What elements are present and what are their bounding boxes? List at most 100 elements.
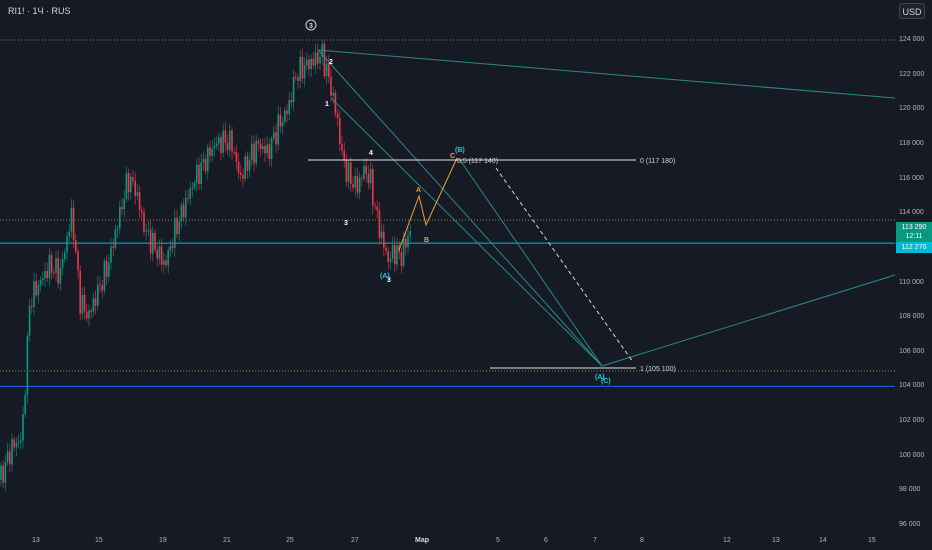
y-tick-label: 104 000 <box>899 382 925 390</box>
candle <box>246 151 249 179</box>
x-tick-label: 25 <box>286 537 294 544</box>
last-price-value: 113 290 <box>901 224 927 231</box>
candle <box>46 262 48 282</box>
candle <box>376 200 378 219</box>
circled-wave-marker <box>305 19 317 31</box>
candle <box>275 124 277 154</box>
candle <box>79 265 81 321</box>
candle <box>207 143 209 180</box>
candle <box>20 431 22 450</box>
candle <box>237 153 240 180</box>
candle <box>169 240 172 258</box>
candle <box>13 436 15 452</box>
candle <box>44 262 46 287</box>
y-tick-label: 124 000 <box>899 36 925 43</box>
candle <box>31 297 33 314</box>
candle <box>303 56 306 88</box>
candle <box>341 135 343 156</box>
candle <box>143 207 145 236</box>
candle <box>152 226 154 262</box>
candle <box>367 165 370 190</box>
candle <box>385 242 387 256</box>
candle <box>200 153 202 191</box>
candle <box>39 276 42 292</box>
candle <box>231 126 233 160</box>
x-tick-label: 7 <box>593 537 597 544</box>
circled-wave-label: 3 <box>309 23 313 30</box>
candle <box>244 152 246 182</box>
candle <box>334 89 337 118</box>
candle <box>365 157 367 183</box>
candle <box>154 229 156 253</box>
candle <box>35 273 37 298</box>
candle <box>308 55 310 77</box>
candle <box>299 50 301 89</box>
candle <box>209 140 211 163</box>
countdown-value: 12:11 <box>905 233 923 240</box>
candle <box>317 44 319 70</box>
candle <box>86 303 88 322</box>
candle <box>176 209 178 239</box>
candle <box>61 252 64 276</box>
currency-button[interactable]: USD <box>899 3 925 19</box>
fib-label-1: 1 (105 100) <box>640 366 676 373</box>
candle <box>180 201 183 229</box>
candle <box>215 136 218 150</box>
candle <box>125 165 128 203</box>
candle <box>314 43 317 74</box>
candle <box>297 73 299 89</box>
candle <box>2 459 4 489</box>
candle <box>11 433 13 472</box>
candle <box>405 230 407 256</box>
candle <box>277 105 279 151</box>
wave-label-b-cyan: (B) <box>455 147 465 154</box>
x-tick-label: 5 <box>496 537 500 544</box>
candle <box>53 268 55 278</box>
candle <box>132 170 134 186</box>
candle <box>90 307 92 319</box>
candle <box>229 123 231 158</box>
candle <box>28 299 31 342</box>
channel-line-1 <box>330 97 603 367</box>
candle <box>400 248 403 274</box>
candle <box>68 224 70 243</box>
candle <box>255 134 257 168</box>
candle <box>26 332 29 404</box>
candle <box>145 223 147 241</box>
candle <box>226 134 229 156</box>
candle <box>407 227 409 254</box>
candle <box>213 137 216 158</box>
candle <box>17 434 20 448</box>
candle <box>130 173 132 200</box>
wave-label-3b: 3 <box>387 277 391 284</box>
wave-label-c-cyan: (C) <box>601 378 611 385</box>
candle <box>409 224 411 242</box>
candle <box>66 231 68 261</box>
candle <box>354 167 356 197</box>
wave-label-a-cyan: (A) <box>380 273 390 280</box>
candle <box>262 138 264 154</box>
candle <box>103 257 106 295</box>
candle <box>119 200 121 235</box>
candle <box>391 236 394 263</box>
candle <box>347 159 350 190</box>
candle <box>270 135 273 167</box>
x-tick-label: 14 <box>819 537 827 544</box>
candle <box>141 206 143 220</box>
y-tick-label: 116 000 <box>899 174 924 182</box>
candle <box>328 54 330 84</box>
candle <box>352 176 354 192</box>
x-tick-label: 6 <box>544 537 548 544</box>
candle <box>189 181 191 206</box>
x-tick-label: 15 <box>95 537 103 544</box>
x-tick-label: 13 <box>772 537 780 544</box>
candle <box>75 233 77 255</box>
candle <box>149 221 152 261</box>
candle <box>185 189 187 227</box>
candle <box>363 159 365 182</box>
candle <box>127 168 130 201</box>
x-tick-label: 27 <box>351 537 359 544</box>
candle <box>290 91 293 108</box>
candle <box>251 135 253 166</box>
